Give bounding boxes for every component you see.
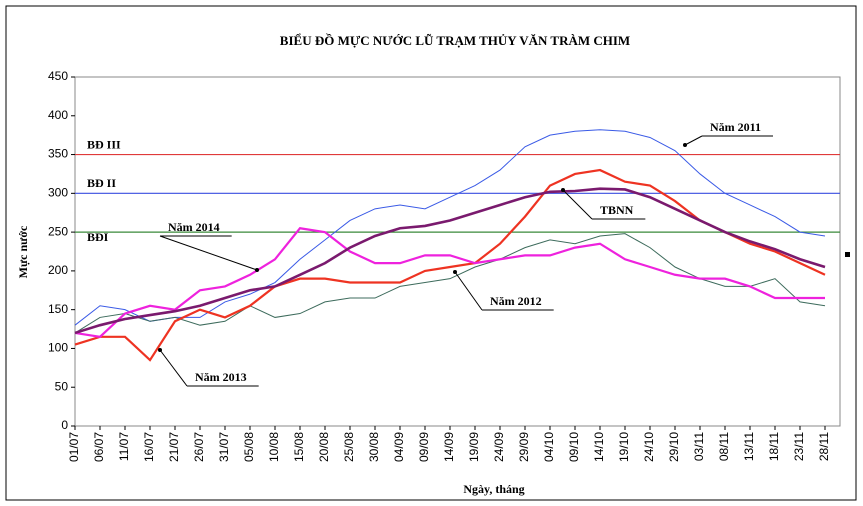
x-tick-label: 18/11 (767, 432, 781, 461)
y-tick-label: 100 (48, 341, 68, 355)
x-axis-label: Ngày, tháng (463, 482, 524, 496)
x-tick-label: 04/10 (542, 432, 556, 462)
x-tick-label: 23/11 (792, 432, 806, 461)
series-annotation: Năm 2012 (490, 294, 542, 308)
series-line (74, 227, 825, 338)
chart-border (5, 5, 857, 501)
x-tick-label: 16/07 (142, 432, 156, 462)
y-tick-label: 300 (48, 186, 68, 200)
x-tick-label: 11/07 (117, 432, 131, 461)
series-annotation: Năm 2011 (710, 120, 761, 134)
annotation-arrowhead (158, 348, 162, 352)
x-tick-label: 21/07 (167, 432, 181, 462)
x-tick-label: 24/10 (642, 432, 656, 462)
series-line (74, 233, 826, 334)
annotation-arrowhead (561, 188, 565, 192)
series-line (74, 187, 826, 335)
y-axis-label: Mực nước (16, 225, 30, 278)
series-annotation: Năm 2014 (168, 220, 220, 234)
annotation-arrow (684, 135, 703, 146)
series-line (74, 129, 826, 326)
x-tick-label: 25/08 (342, 432, 356, 462)
x-tick-label: 19/09 (467, 432, 481, 462)
x-tick-label: 06/07 (92, 432, 106, 462)
annotation-arrowhead (453, 270, 457, 274)
x-tick-label: 09/09 (417, 432, 431, 462)
y-tick-label: 50 (55, 379, 69, 393)
chart-title: BIỂU ĐỒ MỰC NƯỚC LŨ TRẠM THỦY VĂN TRÀM C… (280, 33, 630, 48)
annotation-arrow (454, 271, 483, 311)
x-tick-label: 26/07 (192, 432, 206, 462)
y-tick-label: 450 (48, 69, 68, 83)
x-tick-label: 10/08 (267, 432, 281, 462)
reference-label: BĐ II (87, 176, 116, 190)
annotation-arrowhead (683, 143, 687, 147)
y-tick-label: 350 (48, 147, 68, 161)
x-tick-label: 05/08 (242, 432, 256, 462)
x-tick-label: 09/10 (567, 432, 581, 462)
plot-area (74, 76, 841, 427)
x-tick-label: 24/09 (492, 432, 506, 462)
x-tick-label: 29/10 (667, 432, 681, 462)
x-tick-label: 28/11 (817, 432, 831, 461)
y-tick-label: 200 (48, 263, 68, 277)
x-tick-label: 15/08 (292, 432, 306, 462)
x-tick-label: 19/10 (617, 432, 631, 462)
reference-label: BĐI (87, 230, 109, 244)
x-tick-label: 08/11 (717, 432, 731, 461)
x-tick-label: 30/08 (367, 432, 381, 462)
y-tick-label: 250 (48, 224, 68, 238)
y-tick-label: 400 (48, 108, 68, 122)
annotation-arrow (562, 189, 593, 220)
series-annotation: Năm 2013 (195, 370, 247, 384)
series-line (74, 168, 826, 362)
x-tick-label: 04/09 (392, 432, 406, 462)
x-tick-label: 20/08 (317, 432, 331, 462)
annotation-arrow (159, 349, 188, 387)
x-tick-label: 03/11 (692, 432, 706, 461)
marker-handle (845, 252, 850, 257)
annotation-arrow (159, 235, 258, 271)
annotation-arrowhead (255, 268, 259, 272)
x-tick-label: 01/07 (67, 432, 81, 462)
reference-label: BĐ III (87, 137, 121, 151)
x-tick-label: 14/09 (442, 432, 456, 462)
x-tick-label: 13/11 (742, 432, 756, 461)
series-annotation: TBNN (600, 203, 634, 217)
y-tick-label: 0 (61, 418, 68, 432)
y-tick-label: 150 (48, 302, 68, 316)
x-tick-label: 14/10 (592, 432, 606, 462)
x-tick-label: 29/09 (517, 432, 531, 462)
x-tick-label: 31/07 (217, 432, 231, 462)
